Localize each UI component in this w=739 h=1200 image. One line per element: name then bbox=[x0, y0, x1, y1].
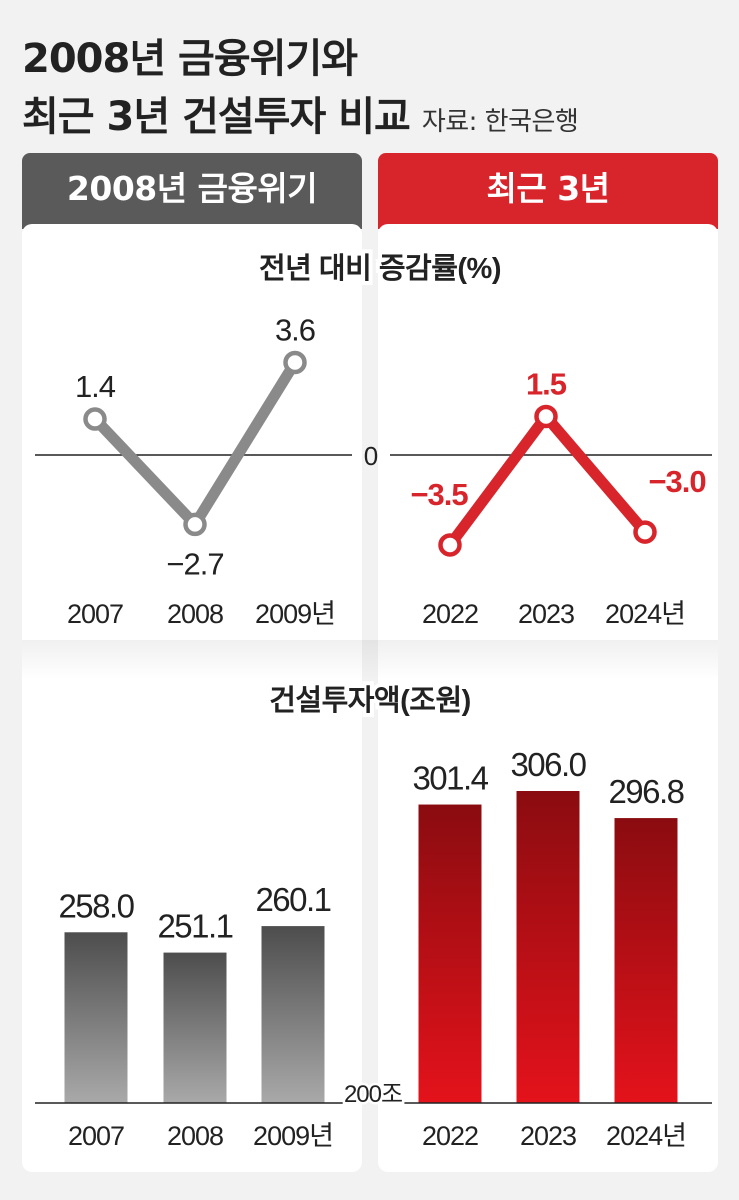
series-line-recent bbox=[444, 410, 651, 551]
bar-x-tick-2022: 2022 bbox=[422, 1121, 478, 1151]
line-x-tick-2024년: 2024년 bbox=[605, 599, 685, 629]
line-x-tick-2023: 2023 bbox=[518, 599, 574, 629]
zero-tick-label: 0 bbox=[364, 441, 378, 471]
line-data-label-2008: −2.7 bbox=[166, 546, 223, 581]
bar-value-label-2022: 301.4 bbox=[412, 760, 488, 797]
line-data-label-2009년: 3.6 bbox=[275, 312, 315, 347]
bar-x-tick-2008: 2008 bbox=[167, 1121, 223, 1151]
line-data-label-2022: −3.5 bbox=[410, 477, 468, 512]
bar-baseline-label: 200조 bbox=[344, 1081, 402, 1108]
bar-2022 bbox=[418, 804, 482, 1103]
line-point-2023 bbox=[534, 404, 558, 429]
bar-value-label-2008: 251.1 bbox=[157, 908, 232, 945]
bar-value-label-2023: 306.0 bbox=[510, 746, 586, 783]
line-data-label-2024년: −3.0 bbox=[648, 464, 705, 499]
source-label: 자료: 한국은행 bbox=[421, 107, 579, 137]
series-line-crisis bbox=[89, 356, 301, 530]
line-point-2007 bbox=[83, 407, 107, 431]
bar-2008 bbox=[163, 952, 227, 1103]
line-x-tick-2008: 2008 bbox=[167, 599, 223, 629]
bar-x-tick-2023: 2023 bbox=[520, 1121, 576, 1151]
line-data-label-2007: 1.4 bbox=[75, 369, 116, 404]
page-title-line1-text: 2008년 금융위기와 bbox=[22, 36, 358, 82]
line-x-tick-2022: 2022 bbox=[422, 599, 478, 629]
page-title-line2: 최근 3년 건설투자 비교 자료: 한국은행 bbox=[22, 84, 579, 142]
bar-chart-title: 건설투자액(조원) bbox=[269, 684, 471, 717]
bar-x-tick-2007: 2007 bbox=[68, 1121, 124, 1151]
bar-2023 bbox=[516, 791, 580, 1103]
bar-2024년 bbox=[614, 818, 678, 1103]
bar-x-tick-2024년: 2024년 bbox=[606, 1121, 686, 1151]
line-point-2009년 bbox=[283, 350, 307, 375]
line-point-2022 bbox=[438, 533, 462, 557]
panel-header-recent-years: 최근 3년 bbox=[378, 153, 718, 229]
page-title-line1: 2008년 금융위기와 bbox=[22, 26, 358, 84]
bar-2007 bbox=[64, 932, 128, 1103]
bar-2009년 bbox=[261, 926, 325, 1103]
line-x-tick-2009년: 2009년 bbox=[255, 599, 335, 629]
bar-x-tick-2009년: 2009년 bbox=[253, 1121, 333, 1151]
section-divider-shadow bbox=[22, 640, 718, 680]
line-data-label-2023: 1.5 bbox=[526, 366, 567, 401]
bar-value-label-2007: 258.0 bbox=[58, 887, 134, 924]
line-point-2024년 bbox=[633, 520, 657, 544]
page-title-line2-text: 최근 3년 건설투자 비교 bbox=[22, 94, 411, 140]
bar-value-label-2009년: 260.1 bbox=[255, 881, 330, 918]
line-chart-title: 전년 대비 증감률(%) bbox=[259, 252, 501, 285]
bar-value-label-2024년: 296.8 bbox=[608, 773, 683, 810]
line-x-tick-2007: 2007 bbox=[67, 599, 123, 629]
line-point-2008 bbox=[183, 512, 207, 537]
panel-header-financial-crisis: 2008년 금융위기 bbox=[22, 153, 362, 229]
